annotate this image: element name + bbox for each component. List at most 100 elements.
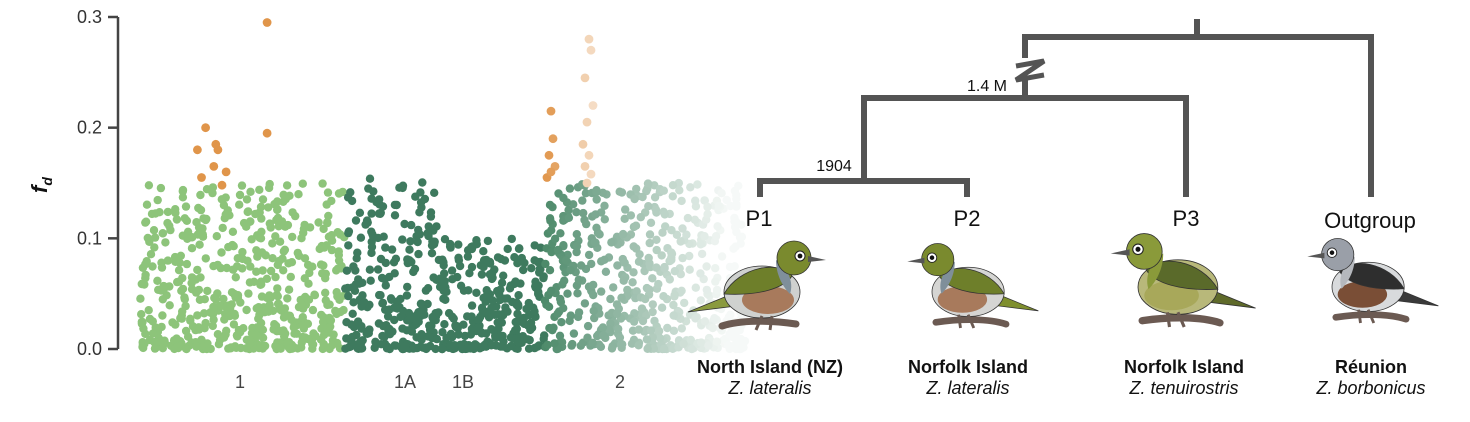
fd-point	[479, 262, 488, 272]
tip-label-p3: P3	[1173, 206, 1200, 231]
fd-point	[736, 334, 746, 344]
fd-point	[177, 311, 186, 320]
fd-point	[406, 237, 415, 246]
fd-point	[187, 244, 197, 253]
fd-point	[700, 232, 709, 241]
fd-point	[298, 321, 307, 330]
fd-point	[286, 272, 295, 282]
fd-point	[150, 344, 160, 353]
fd-point	[432, 334, 442, 344]
fd-point	[645, 238, 654, 248]
fd-point	[659, 292, 668, 301]
fd-point	[644, 202, 653, 211]
fd-outlier-point	[584, 34, 594, 44]
fd-point	[530, 307, 539, 316]
fd-point	[192, 342, 201, 351]
fd-point	[659, 344, 669, 354]
fd-point	[235, 200, 244, 209]
fd-point	[239, 218, 249, 228]
fd-point	[188, 322, 198, 331]
fd-point	[703, 210, 712, 219]
fd-point	[137, 310, 146, 319]
fd-point	[627, 339, 637, 348]
fd-point	[373, 265, 383, 274]
fd-point	[668, 181, 678, 190]
fd-point	[732, 227, 741, 237]
fd-point	[334, 247, 343, 256]
fd-point	[626, 211, 636, 220]
fd-point	[561, 256, 571, 265]
fd-point	[344, 227, 354, 236]
fd-point	[593, 331, 602, 341]
fd-point	[700, 317, 710, 326]
fd-point	[670, 267, 679, 276]
zosterops-tenuirostris-illustration	[1110, 233, 1256, 328]
fd-point	[398, 235, 407, 244]
fd-point	[349, 298, 358, 307]
fd-point	[659, 186, 668, 195]
fd-point	[670, 290, 679, 300]
fd-point	[273, 260, 282, 270]
fd-point	[416, 198, 426, 207]
fd-point	[678, 224, 687, 233]
y-axis-label: fd	[27, 177, 55, 193]
fd-point	[378, 298, 388, 308]
fd-point	[268, 239, 277, 248]
fd-point	[499, 271, 508, 280]
fd-point	[442, 287, 451, 296]
fd-point	[153, 195, 162, 205]
fd-point	[439, 258, 448, 267]
fd-point	[565, 316, 574, 326]
fd-point	[334, 189, 344, 198]
fd-point	[381, 243, 390, 252]
fd-point	[580, 299, 590, 308]
fd-outlier-point	[209, 162, 219, 171]
fd-point	[629, 317, 639, 326]
fd-outlier-point	[211, 139, 221, 149]
fd-point	[355, 208, 365, 217]
fd-point	[285, 344, 295, 354]
fd-point	[620, 214, 629, 223]
fd-point	[590, 238, 599, 247]
fd-point	[278, 254, 287, 263]
fd-point	[514, 291, 523, 300]
fd-point	[658, 228, 667, 237]
fd-point	[440, 320, 449, 329]
fd-point	[414, 225, 423, 235]
fd-point	[172, 334, 181, 343]
fd-point	[608, 342, 617, 351]
fd-outlier-point	[262, 128, 272, 138]
fd-point	[668, 192, 677, 201]
fd-point	[559, 193, 568, 203]
fd-point	[142, 257, 151, 266]
population-p1: North Island (NZ)	[697, 357, 843, 377]
fd-point	[546, 216, 555, 225]
fd-point	[142, 200, 152, 209]
fd-point	[369, 187, 378, 196]
fd-point	[438, 328, 447, 337]
fd-point	[367, 242, 377, 252]
fd-point	[547, 247, 556, 257]
fd-point	[272, 343, 281, 352]
fd-point	[319, 339, 328, 349]
fd-point	[321, 288, 330, 297]
fd-point	[366, 276, 375, 285]
fd-point	[555, 331, 565, 340]
fd-point	[567, 341, 576, 350]
fd-point	[497, 278, 507, 287]
y-axis-label-main: f	[27, 183, 52, 193]
fd-point	[398, 183, 407, 193]
fd-point	[400, 342, 410, 351]
fd-point	[527, 264, 536, 273]
fd-point	[279, 266, 288, 275]
fd-point	[703, 202, 712, 212]
fd-point	[696, 296, 705, 305]
fd-point	[493, 253, 503, 262]
fd-point	[578, 196, 587, 205]
fd-point	[687, 344, 696, 354]
fd-point	[423, 284, 433, 293]
fd-point	[710, 314, 719, 323]
fd-point	[490, 310, 499, 319]
fd-outlier-point	[221, 167, 231, 177]
fd-point	[645, 230, 655, 239]
